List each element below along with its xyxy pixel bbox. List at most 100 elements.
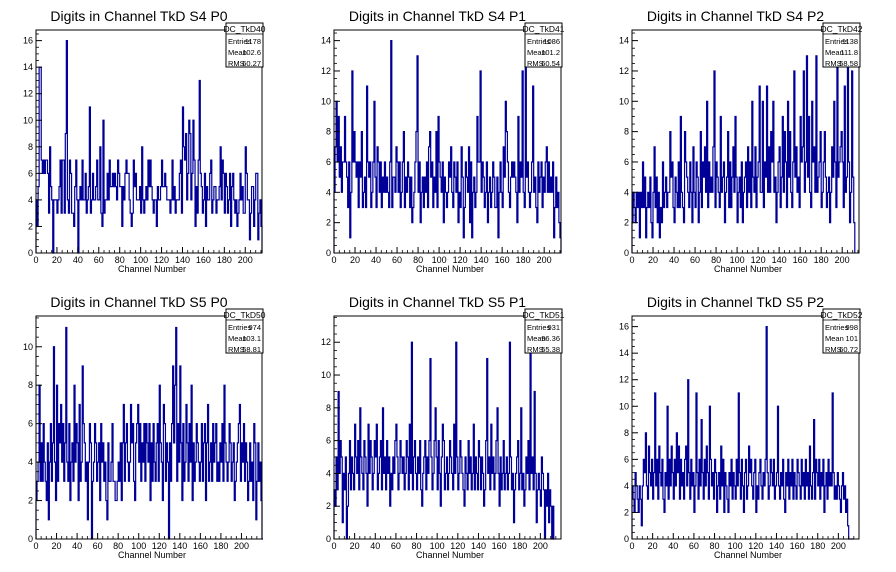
y-tick-label: 4 (28, 195, 33, 205)
y-tick-label: 2 (624, 218, 629, 228)
stats-value: 60.72 (839, 345, 858, 354)
x-tick-label: 20 (350, 255, 360, 265)
chart-title: Digits in Channel TkD S4 P1 (349, 8, 526, 24)
y-tick-label: 14 (23, 62, 33, 72)
x-tick-label: 160 (193, 541, 208, 551)
stats-label: Mean (228, 334, 247, 343)
y-tick-label: 12 (23, 89, 33, 99)
y-tick-label: 2 (326, 501, 331, 511)
x-tick-label: 140 (769, 541, 784, 551)
histogram-series (35, 326, 264, 540)
stats-value: 1138 (842, 37, 858, 46)
x-tick-label: 140 (172, 541, 187, 551)
x-tick-label: 140 (471, 541, 486, 551)
stats-value: 103.1 (242, 334, 261, 343)
stats-box-frame (524, 308, 563, 354)
y-tick-label: 16 (619, 322, 629, 332)
x-tick-label: 20 (52, 255, 62, 265)
x-tick-label: 140 (772, 255, 787, 265)
chart-title: Digits in Channel TkD S5 P2 (647, 294, 824, 310)
x-tick-label: 200 (238, 255, 253, 265)
stats-value: 998 (845, 323, 858, 332)
x-tick-label: 0 (331, 541, 336, 551)
stats-value: 60.54 (541, 59, 560, 68)
y-tick-label: 6 (28, 419, 33, 429)
x-tick-label: 160 (495, 255, 510, 265)
y-tick-label: 0 (326, 248, 331, 258)
y-tick-label: 12 (619, 375, 629, 385)
x-tick-label: 140 (175, 255, 190, 265)
x-tick-label: 100 (728, 541, 743, 551)
y-tick-label: 10 (23, 342, 33, 352)
x-tick-label: 40 (73, 255, 83, 265)
x-tick-label: 120 (453, 255, 468, 265)
y-tick-label: 8 (28, 142, 33, 152)
histogram-panel: Digits in Channel TkD S4 P20 20 40 60 80 100 1… (619, 8, 863, 274)
stats-label: RMS (527, 345, 544, 354)
stats-label: Entries (825, 323, 849, 332)
y-tick-label: 16 (23, 36, 33, 46)
y-tick-label: 14 (321, 36, 331, 46)
x-tick-label: 120 (154, 255, 169, 265)
histogram-panel: Digits in Channel TkD S5 P20 20 40 60 80 100 1… (619, 294, 863, 560)
stats-title: DC_TkD52 (820, 310, 862, 320)
stats-box-frame (225, 22, 264, 68)
y-tick-label: 4 (326, 468, 331, 478)
chart-title: Digits in Channel TkD S4 P2 (647, 8, 824, 24)
x-tick-label: 180 (213, 541, 228, 551)
histogram-series (35, 40, 263, 254)
x-tick-label: 80 (412, 541, 422, 551)
x-tick-label: 0 (33, 541, 38, 551)
histogram-panel: Digits in Channel TkD S4 P10 20 40 60 80 100 1… (321, 8, 565, 274)
y-tick-label: 8 (28, 380, 33, 390)
y-tick-label: 14 (619, 36, 629, 46)
x-tick-label: 80 (710, 541, 720, 551)
y-tick-label: 8 (624, 127, 629, 137)
x-axis-label: Channel Number (118, 264, 186, 274)
stats-value: 60.27 (242, 59, 261, 68)
x-tick-label: 20 (350, 541, 360, 551)
y-tick-label: 6 (326, 157, 331, 167)
y-tick-label: 10 (619, 96, 629, 106)
stats-label: Entries (228, 37, 252, 46)
stats-value: 101.2 (541, 48, 560, 57)
x-tick-label: 100 (430, 541, 445, 551)
x-tick-label: 160 (793, 255, 808, 265)
y-tick-label: 12 (321, 66, 331, 76)
x-tick-label: 160 (492, 541, 507, 551)
x-tick-label: 200 (831, 541, 846, 551)
histogram-panel: Digits in Channel TkD S4 P00 20 40 60 80 100 1… (23, 8, 266, 274)
stats-value: 58.58 (839, 59, 858, 68)
x-tick-label: 100 (133, 255, 148, 265)
y-tick-label: 10 (23, 115, 33, 125)
stats-value: 1086 (543, 37, 560, 46)
x-tick-label: 100 (432, 255, 447, 265)
stats-value: 1178 (245, 37, 261, 46)
stats-value: 96.36 (541, 334, 560, 343)
x-tick-label: 60 (392, 255, 402, 265)
y-tick-label: 6 (28, 168, 33, 178)
y-tick-label: 2 (326, 218, 331, 228)
x-axis-label: Channel Number (118, 550, 186, 560)
histogram-panel: Digits in Channel TkD S5 P00 20 40 60 80 100 1… (23, 294, 266, 560)
stats-label: Mean (527, 48, 546, 57)
stats-title: DC_TkD40 (223, 24, 265, 34)
stats-value: 58.81 (242, 345, 261, 354)
chart-title: Digits in Channel TkD S4 P0 (50, 8, 227, 24)
y-tick-label: 10 (321, 370, 331, 380)
x-tick-label: 180 (516, 255, 531, 265)
stats-label: RMS (527, 59, 544, 68)
x-tick-label: 120 (450, 541, 465, 551)
stats-box-frame (225, 308, 264, 354)
x-tick-label: 180 (217, 255, 232, 265)
stats-label: Entries (825, 37, 849, 46)
stats-label: RMS (228, 345, 245, 354)
x-tick-label: 80 (711, 255, 721, 265)
x-tick-label: 120 (748, 541, 763, 551)
x-axis-label: Channel Number (714, 264, 782, 274)
x-tick-label: 0 (331, 255, 336, 265)
